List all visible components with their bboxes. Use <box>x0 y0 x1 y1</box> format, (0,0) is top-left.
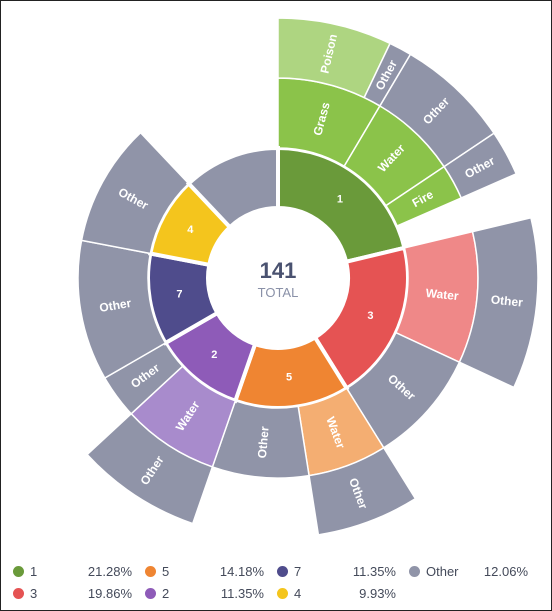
slice-label-group-3-water-0: Water <box>425 286 459 303</box>
legend-item-3[interactable]: 3 19.86% <box>13 583 132 603</box>
legend-label: 7 <box>294 563 302 579</box>
legend-label: 3 <box>30 585 38 601</box>
legend-item-4[interactable]: 4 9.93% <box>277 583 396 603</box>
slice-label-group-2: 2 <box>211 349 217 361</box>
legend-item-other[interactable]: Other 12.06% <box>409 561 528 581</box>
center-total-label: TOTAL <box>258 285 299 300</box>
legend-item-1[interactable]: 1 21.28% <box>13 561 132 581</box>
legend-swatch <box>145 587 156 599</box>
legend-label: 4 <box>294 585 302 601</box>
legend-item-5[interactable]: 5 14.18% <box>145 561 264 581</box>
legend-label: 1 <box>30 563 38 579</box>
slice-group-2-water-0-other-0[interactable] <box>86 412 214 525</box>
legend-swatch <box>409 565 420 577</box>
legend-label: 5 <box>162 563 170 579</box>
sunburst-chart: 1GrassPoisonOtherWaterOtherFireOther3Wat… <box>77 17 539 536</box>
slice-group-3-water-0-other-0[interactable] <box>458 216 539 389</box>
slice-group-1-fire-2-other-0[interactable] <box>443 132 518 199</box>
legend-item-2[interactable]: 2 11.35% <box>145 583 264 603</box>
slice-label-group-5-other-1: Other <box>255 425 272 458</box>
legend-swatch <box>145 565 156 577</box>
legend-label: Other <box>426 563 459 579</box>
legend-swatch <box>277 565 288 577</box>
slice-group-5-water-0-other-0[interactable] <box>308 446 417 536</box>
slice-group-4-other-0[interactable] <box>80 131 190 255</box>
slice-label-group-3: 3 <box>367 310 373 322</box>
legend-percent: 9.93% <box>359 585 396 601</box>
legend-swatch <box>277 587 288 599</box>
legend-percent: 12.06% <box>483 563 528 579</box>
legend-percent: 11.35% <box>352 563 396 579</box>
legend-item-7[interactable]: 7 11.35% <box>277 561 396 581</box>
slice-label-group-7-other-0: Other <box>98 296 132 315</box>
slice-group-other[interactable] <box>185 145 280 230</box>
slice-label-group-3-water-0-other-0: Other <box>490 292 524 309</box>
legend-percent: 11.35% <box>220 585 264 601</box>
legend-swatch <box>13 587 24 599</box>
slice-label-group-1: 1 <box>337 194 343 206</box>
legend-percent: 19.86% <box>87 585 132 601</box>
slice-label-group-5: 5 <box>286 371 292 383</box>
center-total-value: 141 <box>260 258 297 283</box>
legend-swatch <box>13 565 24 577</box>
slice-label-group-7: 7 <box>176 289 182 301</box>
legend-label: 2 <box>162 585 170 601</box>
legend-percent: 14.18% <box>219 563 264 579</box>
legend-percent: 21.28% <box>87 563 132 579</box>
slice-label-group-4: 4 <box>187 224 194 236</box>
